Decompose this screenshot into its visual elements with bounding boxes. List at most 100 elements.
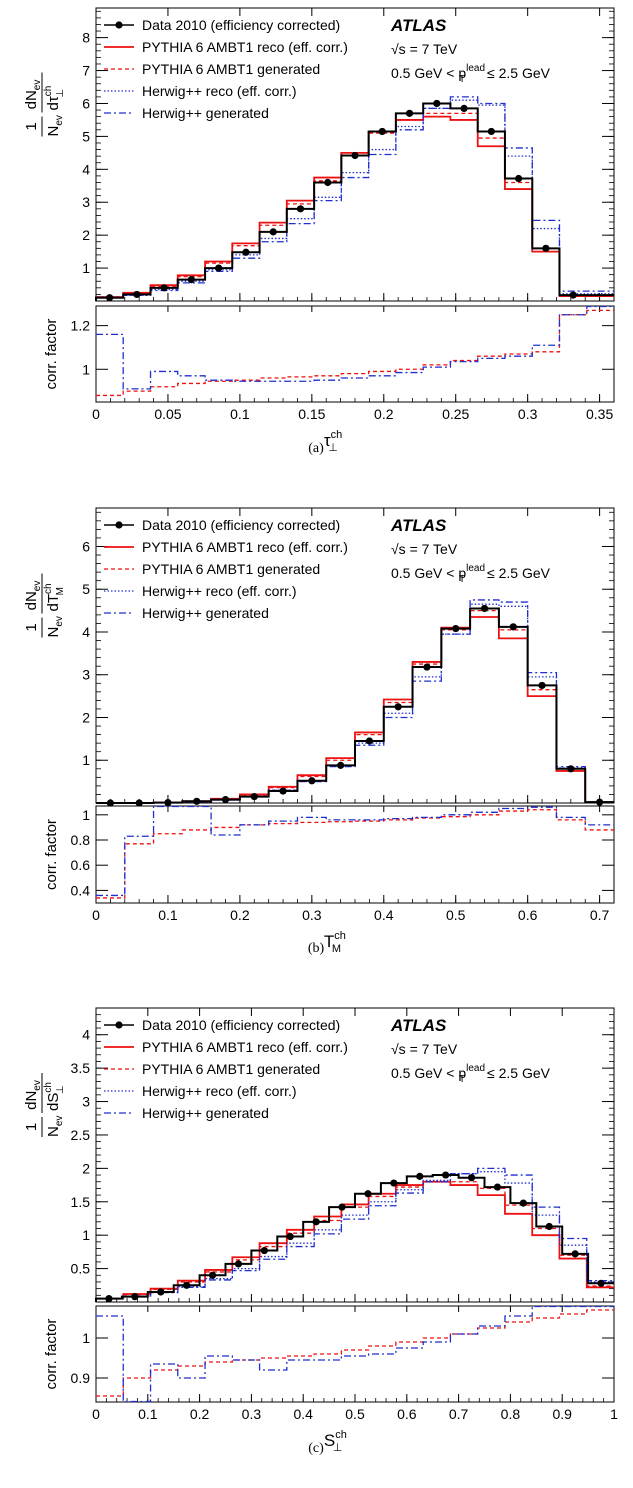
chart-panel-a: 0 0.05 0.1 0.15 0.2 0.25 0.3 0.35 1 2 3 4 5 6 7 8 1 1.2 Da… <box>23 7 615 456</box>
legend-label: Herwig++ generated <box>142 605 269 621</box>
legend-label: Data 2010 (efficiency corrected) <box>142 17 340 33</box>
x-tick-label: 0.3 <box>518 406 538 422</box>
x-tick-label: 0.05 <box>154 406 181 422</box>
y-label-num: dNev <box>23 80 43 110</box>
data-point <box>324 178 332 187</box>
data-point <box>308 777 316 785</box>
ratio-y-tick-label: 1 <box>82 807 90 823</box>
x-tick-label: 0.4 <box>293 1406 313 1422</box>
x-tick-label: 0.1 <box>138 1406 158 1422</box>
y-label-one: 1 <box>23 122 40 130</box>
data-point <box>160 284 168 292</box>
data-point <box>286 1232 294 1241</box>
ratio-y-tick-label: 0.9 <box>71 1370 91 1386</box>
legend-label: Data 2010 (efficiency corrected) <box>142 1017 340 1033</box>
x-axis-label: τch ⊥ <box>324 429 342 454</box>
y-tick-label: 3 <box>82 194 90 210</box>
histogram-line <box>95 1174 614 1302</box>
x-tick-label: 0 <box>92 406 100 422</box>
x-tick-label: 0.5 <box>446 907 466 923</box>
ratio-plot-frame <box>95 805 615 904</box>
data-point <box>338 1203 346 1211</box>
cut-label: 0.5 GeV < plead T ≤ 2.5 GeV <box>391 1063 551 1085</box>
cut-label: 0.5 GeV < plead T ≤ 2.5 GeV <box>391 63 551 85</box>
ratio-y-tick-label: 0.4 <box>71 882 91 898</box>
ratio-y-tick-label: 1 <box>82 1330 90 1346</box>
x-tick-label: 0.7 <box>590 907 610 923</box>
y-label-den: dτch⊥ <box>43 86 66 111</box>
data-point <box>164 798 172 807</box>
data-point <box>571 1250 579 1258</box>
y-tick-label: 1 <box>82 260 90 276</box>
data-point <box>509 623 517 631</box>
ratio-line <box>96 1309 614 1397</box>
data-point <box>296 205 305 213</box>
ratio-line <box>96 305 614 390</box>
x-tick-label: 0.2 <box>190 1406 210 1422</box>
x-tick-label: 0.2 <box>230 907 250 923</box>
ratio-y-tick-label: 1.2 <box>71 318 91 334</box>
energy-label: √s = 7 TeV <box>391 541 458 557</box>
ratio-y-tick-label: 0.8 <box>71 832 91 848</box>
data-point <box>480 604 489 613</box>
y-tick-label: 6 <box>82 95 90 111</box>
x-axis-label: Tch M <box>324 930 346 955</box>
data-point <box>405 109 414 117</box>
x-tick-label: 0.7 <box>449 1406 469 1422</box>
x-tick-label: 0.6 <box>518 907 538 923</box>
data-point <box>221 795 230 804</box>
panel-caption: (c) <box>308 1441 324 1456</box>
legend-label: Herwig++ generated <box>142 1105 269 1121</box>
data-point <box>542 244 550 252</box>
legend-swatch-marker <box>115 1021 123 1029</box>
legend-label: PYTHIA 6 AMBT1 generated <box>142 561 320 577</box>
x-tick-label: 0.6 <box>397 1406 417 1422</box>
data-point <box>569 291 577 299</box>
data-point <box>394 703 402 711</box>
legend-label: PYTHIA 6 AMBT1 generated <box>142 61 320 77</box>
y-label-one: 1 <box>23 1123 40 1131</box>
data-point <box>106 799 114 807</box>
x-tick-label: 0.25 <box>442 406 469 422</box>
legend-label: Herwig++ reco (eff. corr.) <box>142 583 297 599</box>
data-point <box>131 1293 139 1301</box>
data-point <box>519 1199 527 1207</box>
x-tick-label: 0.2 <box>374 406 394 422</box>
y-tick-label: 1 <box>82 1227 90 1243</box>
y-tick-label: 3 <box>82 1094 90 1110</box>
top-plot-frame <box>95 1007 615 1303</box>
energy-label: √s = 7 TeV <box>391 41 458 57</box>
histogram-line <box>95 1167 614 1302</box>
chart-panel-b: 0 0.1 0.2 0.3 0.4 0.5 0.6 0.7 1 2 3 4 5 6 0.4 0.6 0.8 1 Da… <box>23 507 615 956</box>
y-tick-label: 6 <box>82 538 90 554</box>
y-tick-label: 3.5 <box>71 1060 91 1076</box>
y-tick-label: 3 <box>82 667 90 683</box>
ratio-plot-frame <box>95 1305 615 1403</box>
y-tick-label: 1 <box>82 752 90 768</box>
y-label-den: dTchM <box>43 583 66 611</box>
data-point <box>493 1183 502 1191</box>
x-tick-label: 0.8 <box>501 1406 521 1422</box>
experiment-label: ATLAS <box>390 16 447 35</box>
x-tick-label: 0.9 <box>552 1406 572 1422</box>
legend-label: Herwig++ reco (eff. corr.) <box>142 83 297 99</box>
data-point <box>215 264 223 272</box>
ratio-plot-frame <box>95 305 615 403</box>
data-point <box>442 1171 450 1179</box>
data-point <box>183 1281 191 1289</box>
x-tick-label: 0.3 <box>302 907 322 923</box>
y-tick-label: 7 <box>82 63 90 79</box>
y-label-nev: Nev <box>45 115 65 136</box>
data-point <box>378 127 386 136</box>
x-tick-label: 0.1 <box>158 907 178 923</box>
y-tick-label: 5 <box>82 581 90 597</box>
data-point <box>433 99 441 108</box>
legend-label: Herwig++ generated <box>142 105 269 121</box>
data-point <box>193 797 201 805</box>
data-point <box>133 290 141 299</box>
legend-label: Data 2010 (efficiency corrected) <box>142 517 340 533</box>
data-point <box>157 1288 165 1296</box>
